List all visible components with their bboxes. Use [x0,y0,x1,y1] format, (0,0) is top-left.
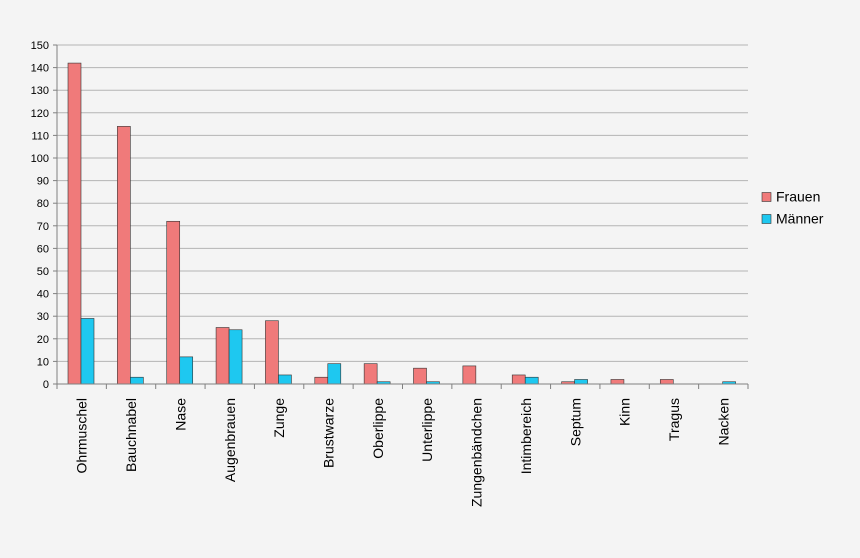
bar [179,356,194,385]
y-tick-label: 130 [31,85,49,97]
bar [130,376,144,385]
bar [363,363,378,385]
legend-swatch [761,192,772,202]
x-tick-label: Septum [567,398,583,446]
bar [659,379,674,385]
y-tick-label: 90 [37,176,49,188]
bar [511,374,526,385]
x-tick-label: Intimbereich [518,398,534,474]
bar [524,376,539,385]
y-tick-label: 80 [37,198,49,210]
bar [215,327,230,385]
bar [67,62,82,385]
x-tick-label: Zungenbändchen [469,398,485,507]
x-tick-label: Tragus [666,398,682,441]
x-tick-label: Augenbrauen [222,398,238,482]
legend-label: Frauen [776,189,820,205]
legend-label: Männer [776,211,824,227]
x-tick-label: Unterlippe [419,398,435,462]
y-tick-label: 50 [37,266,49,278]
legend-swatch [761,214,772,224]
bar [278,374,292,385]
bar [314,376,329,385]
bar [462,365,477,385]
bar [80,318,95,385]
bar [166,220,181,385]
x-tick-label: Ohrmuschel [74,398,90,473]
x-tick-label: Oberlippe [370,398,386,459]
y-tick-label: 20 [37,334,49,346]
bar [117,126,131,385]
x-tick-label: Nase [172,398,188,431]
y-tick-label: 150 [31,40,49,52]
x-tick-label: Brustwarze [320,398,336,468]
bar [413,367,427,385]
bar [265,320,279,385]
y-tick-label: 10 [37,356,49,368]
x-tick-label: Bauchnabel [123,398,139,472]
bar [228,329,243,385]
bar [574,379,588,385]
y-tick-label: 110 [31,130,49,142]
y-tick-label: 0 [43,379,49,391]
y-tick-label: 120 [31,108,49,120]
y-tick-label: 140 [31,63,49,75]
bar [610,379,625,385]
x-tick-label: Nacken [715,398,731,445]
y-tick-label: 70 [37,221,49,233]
x-tick-label: Zunge [271,398,287,438]
x-tick-label: Kinn [617,398,633,426]
bar [327,363,342,385]
y-tick-label: 30 [37,311,49,323]
y-tick-label: 40 [37,289,49,301]
y-tick-label: 100 [31,153,49,165]
y-tick-label: 60 [37,243,49,255]
